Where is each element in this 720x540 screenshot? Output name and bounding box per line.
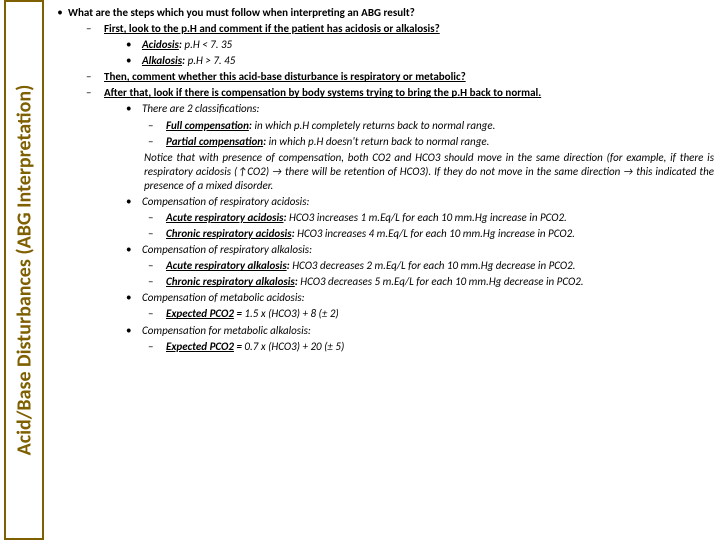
dash-icon: – xyxy=(148,211,166,225)
acute-rk-text: Acute respiratory alkalosis: HCO3 decrea… xyxy=(166,259,714,273)
bullet-icon: • xyxy=(126,243,142,257)
alkalosis-text: Alkalosis: p.H > 7. 45 xyxy=(142,54,714,68)
resp-acidosis-text: Compensation of respiratory acidosis: xyxy=(142,195,714,209)
step-2-text: Then, comment whether this acid-base dis… xyxy=(104,70,714,84)
vertical-title-box: Acid/Base Disturbances (ABG Interpretati… xyxy=(4,0,44,540)
acute-ra-row: – Acute respiratory acidosis: HCO3 incre… xyxy=(148,211,714,225)
acidosis-row: • Acidosis: p.H < 7. 35 xyxy=(126,38,714,52)
acute-rk-row: – Acute respiratory alkalosis: HCO3 decr… xyxy=(148,259,714,273)
bullet-icon: • xyxy=(126,38,142,52)
vertical-title: Acid/Base Disturbances (ABG Interpretati… xyxy=(12,85,36,456)
acute-ra-text: Acute respiratory acidosis: HCO3 increas… xyxy=(166,211,714,225)
dash-icon: – xyxy=(148,307,166,321)
dash-icon: – xyxy=(148,259,166,273)
partial-comp-row: – Partial compensation: in which p.H doe… xyxy=(148,135,714,149)
chronic-rk-row: – Chronic respiratory alkalosis: HCO3 de… xyxy=(148,275,714,289)
alkalosis-row: • Alkalosis: p.H > 7. 45 xyxy=(126,54,714,68)
note-text: Notice that with presence of compensatio… xyxy=(144,151,714,193)
ma-formula-row: – Expected PCO2 = 1.5 x (HCO3) + 8 (± 2) xyxy=(148,307,714,321)
bullet-icon: • xyxy=(126,102,142,116)
dash-icon: – xyxy=(148,135,166,149)
resp-alkalosis-text: Compensation of respiratory alkalosis: xyxy=(142,243,714,257)
step-3-text: After that, look if there is compensatio… xyxy=(104,86,714,100)
resp-acidosis-head: • Compensation of respiratory acidosis: xyxy=(126,195,714,209)
classifications-text: There are 2 classifications: xyxy=(142,102,714,116)
dash-icon: – xyxy=(86,22,104,36)
dash-icon: – xyxy=(86,70,104,84)
full-comp-row: – Full compensation: in which p.H comple… xyxy=(148,119,714,133)
meta-alkalosis-text: Compensation for metabolic alkalosis: xyxy=(142,324,714,338)
bullet-icon: • xyxy=(126,54,142,68)
dash-icon: – xyxy=(148,340,166,354)
bullet-icon: • xyxy=(126,324,142,338)
meta-acidosis-head: • Compensation of metabolic acidosis: xyxy=(126,291,714,305)
partial-comp-text: Partial compensation: in which p.H doesn… xyxy=(166,135,714,149)
acidosis-text: Acidosis: p.H < 7. 35 xyxy=(142,38,714,52)
chronic-rk-text: Chronic respiratory alkalosis: HCO3 decr… xyxy=(166,275,714,289)
dash-icon: – xyxy=(86,86,104,100)
ma-formula-text: Expected PCO2 = 1.5 x (HCO3) + 8 (± 2) xyxy=(166,307,714,321)
mk-formula-row: – Expected PCO2 = 0.7 x (HCO3) + 20 (± 5… xyxy=(148,340,714,354)
dash-icon: – xyxy=(148,227,166,241)
chronic-ra-text: Chronic respiratory acidosis: HCO3 incre… xyxy=(166,227,714,241)
meta-alkalosis-head: • Compensation for metabolic alkalosis: xyxy=(126,324,714,338)
bullet-icon: • xyxy=(126,195,142,209)
dash-icon: – xyxy=(148,119,166,133)
chronic-ra-row: – Chronic respiratory acidosis: HCO3 inc… xyxy=(148,227,714,241)
classifications-row: • There are 2 classifications: xyxy=(126,102,714,116)
step-1: – First, look to the p.H and comment if … xyxy=(86,22,714,36)
question-text: What are the steps which you must follow… xyxy=(68,6,714,20)
mk-formula-text: Expected PCO2 = 0.7 x (HCO3) + 20 (± 5) xyxy=(166,340,714,354)
bullet-icon: • xyxy=(52,6,68,20)
resp-alkalosis-head: • Compensation of respiratory alkalosis: xyxy=(126,243,714,257)
bullet-icon: • xyxy=(126,291,142,305)
meta-acidosis-text: Compensation of metabolic acidosis: xyxy=(142,291,714,305)
full-comp-text: Full compensation: in which p.H complete… xyxy=(166,119,714,133)
step-3: – After that, look if there is compensat… xyxy=(86,86,714,100)
step-2: – Then, comment whether this acid-base d… xyxy=(86,70,714,84)
question-row: • What are the steps which you must foll… xyxy=(52,6,714,20)
content-area: • What are the steps which you must foll… xyxy=(52,6,714,356)
dash-icon: – xyxy=(148,275,166,289)
step-1-text: First, look to the p.H and comment if th… xyxy=(104,22,714,36)
